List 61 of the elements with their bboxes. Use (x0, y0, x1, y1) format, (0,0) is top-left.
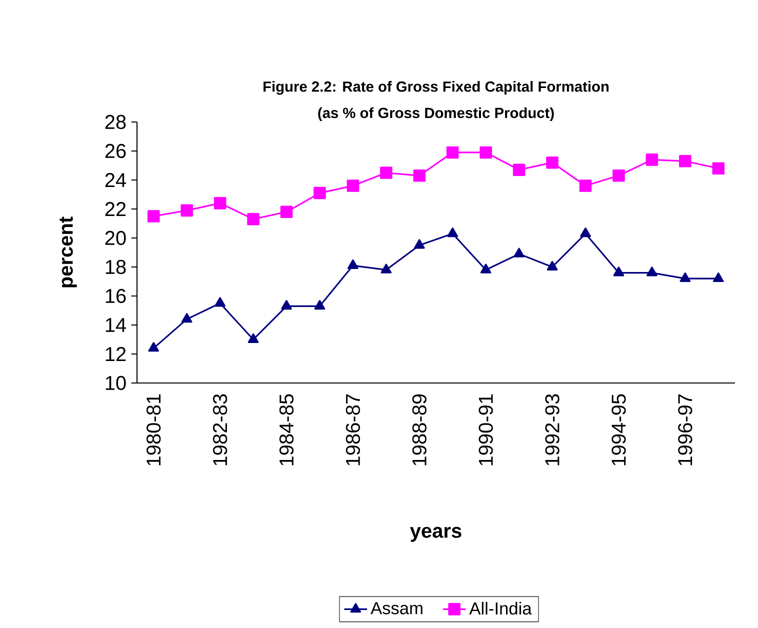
x-tick-label: 1994-95 (612, 394, 626, 466)
point (281, 300, 292, 310)
point (180, 204, 193, 217)
point (447, 228, 458, 238)
y-tick-label: 24 (105, 173, 126, 187)
point (346, 180, 360, 192)
point (480, 264, 492, 274)
point (414, 239, 425, 249)
x-tick-label: 1984-85 (279, 394, 294, 466)
point (680, 272, 691, 282)
x-tick-label: 1990-91 (478, 394, 493, 466)
point (712, 272, 724, 282)
point (248, 333, 259, 343)
point (679, 155, 692, 168)
y-tick-label: 10 (106, 376, 126, 390)
x-tick-label: 1988-89 (412, 394, 426, 466)
point (148, 342, 160, 352)
x-tick-label: 1996-97 (678, 394, 692, 466)
y-tick-label: 12 (106, 347, 126, 361)
point (580, 228, 591, 238)
y-tick-label: 16 (106, 288, 126, 304)
point (446, 146, 459, 159)
y-axis-title: percent (60, 216, 77, 288)
point (413, 170, 426, 182)
point (214, 197, 226, 210)
x-tick-label: 1980-81 (146, 394, 161, 466)
x-axis-title: years (410, 526, 462, 542)
point (514, 248, 524, 258)
point (314, 300, 326, 310)
point (380, 166, 392, 179)
point (348, 259, 358, 270)
y-tick-label: 22 (105, 202, 126, 216)
x-tick-label: 1992-93 (545, 394, 560, 466)
point (612, 170, 625, 182)
point (314, 186, 326, 200)
point (214, 297, 226, 307)
y-tick-label: 20 (105, 230, 126, 246)
point (546, 156, 558, 169)
point (280, 206, 293, 218)
point (579, 180, 592, 192)
x-tick-label: 1982-83 (212, 394, 228, 466)
point (646, 154, 658, 166)
legend-label: Assam (370, 602, 422, 614)
point (147, 210, 160, 222)
y-tick-label: 18 (106, 260, 126, 274)
point (247, 213, 260, 226)
point (380, 264, 392, 274)
legend-label: All-India (469, 602, 532, 615)
point (613, 266, 624, 276)
chart-subtitle: (as % of Gross Domestic Product) (318, 107, 554, 121)
chart-title: Figure 2.2: Rate of Gross Fixed Capital Formation (264, 81, 609, 95)
y-tick-label: 28 (105, 114, 126, 130)
point (512, 164, 526, 176)
point (646, 266, 658, 276)
point (480, 146, 492, 159)
point (712, 162, 725, 175)
y-tick-label: 26 (105, 144, 126, 158)
x-tick-label: 1986-87 (346, 394, 360, 466)
point (181, 313, 192, 323)
point (546, 260, 558, 270)
y-tick-label: 14 (106, 318, 126, 332)
